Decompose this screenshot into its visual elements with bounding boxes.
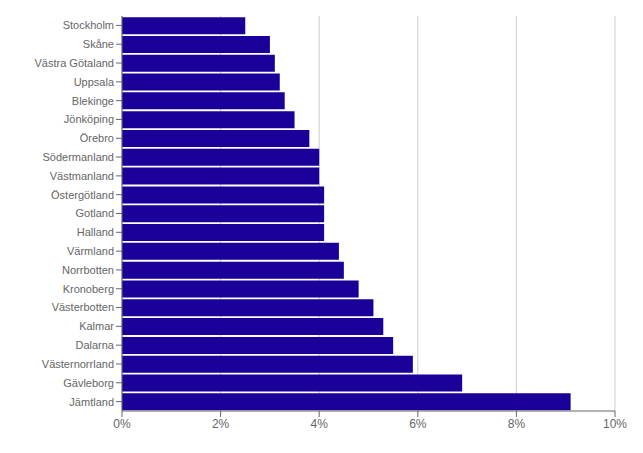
svg-text:Värmland: Värmland [67, 245, 114, 257]
svg-text:Östergötland: Östergötland [51, 189, 114, 201]
svg-text:Jämtland: Jämtland [69, 396, 114, 408]
svg-text:Dalarna: Dalarna [75, 339, 114, 351]
svg-text:Gotland: Gotland [75, 207, 114, 219]
svg-text:6%: 6% [409, 417, 427, 431]
svg-text:Örebro: Örebro [80, 132, 114, 144]
svg-text:Västernorrland: Västernorrland [42, 358, 114, 370]
svg-text:Stockholm: Stockholm [63, 19, 114, 31]
svg-text:Jönköping: Jönköping [64, 113, 114, 125]
svg-text:Kalmar: Kalmar [79, 320, 114, 332]
svg-text:Västerbotten: Västerbotten [52, 301, 114, 313]
svg-text:8%: 8% [508, 417, 526, 431]
svg-text:Norrbotten: Norrbotten [62, 264, 114, 276]
svg-text:Västra Götaland: Västra Götaland [35, 57, 115, 69]
svg-text:Halland: Halland [77, 226, 114, 238]
svg-text:Skåne: Skåne [83, 38, 114, 50]
svg-text:Gävleborg: Gävleborg [63, 377, 114, 389]
svg-text:0%: 0% [113, 417, 131, 431]
svg-text:Uppsala: Uppsala [74, 76, 115, 88]
svg-text:Södermanland: Södermanland [42, 151, 114, 163]
svg-text:Västmanland: Västmanland [50, 170, 114, 182]
svg-text:10%: 10% [603, 417, 627, 431]
svg-text:Kronoberg: Kronoberg [63, 283, 114, 295]
svg-text:Blekinge: Blekinge [72, 95, 114, 107]
svg-text:2%: 2% [212, 417, 230, 431]
svg-text:4%: 4% [311, 417, 329, 431]
